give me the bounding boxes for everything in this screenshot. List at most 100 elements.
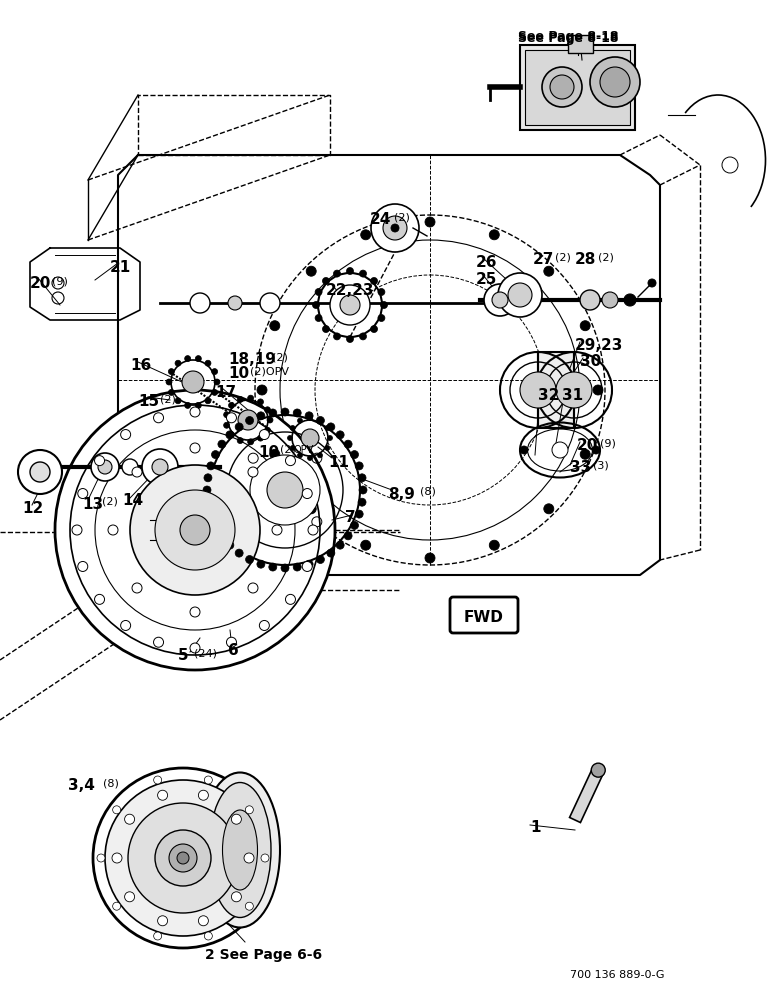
Text: (24): (24) xyxy=(194,648,217,658)
Text: FWD: FWD xyxy=(464,609,504,624)
Circle shape xyxy=(229,432,234,438)
Text: (2): (2) xyxy=(598,252,614,262)
Ellipse shape xyxy=(200,772,280,928)
Circle shape xyxy=(246,555,253,563)
Text: 29,23: 29,23 xyxy=(575,338,624,353)
Circle shape xyxy=(498,273,542,317)
Text: 7: 7 xyxy=(345,510,356,525)
Circle shape xyxy=(205,398,211,404)
Circle shape xyxy=(257,435,263,441)
Circle shape xyxy=(155,830,211,886)
Circle shape xyxy=(130,465,260,595)
Circle shape xyxy=(211,451,220,459)
Circle shape xyxy=(175,398,181,404)
Text: 21: 21 xyxy=(110,260,131,275)
Circle shape xyxy=(544,504,554,514)
Circle shape xyxy=(358,498,366,506)
Circle shape xyxy=(154,776,161,784)
Circle shape xyxy=(203,486,211,494)
Text: (8): (8) xyxy=(420,487,436,497)
Circle shape xyxy=(226,431,233,439)
Text: 32: 32 xyxy=(538,388,559,403)
Text: 10: 10 xyxy=(228,366,249,381)
Circle shape xyxy=(257,412,265,420)
Circle shape xyxy=(264,427,270,433)
Circle shape xyxy=(231,814,241,824)
Circle shape xyxy=(157,790,167,800)
Text: 28: 28 xyxy=(575,252,597,267)
Circle shape xyxy=(378,315,385,322)
Circle shape xyxy=(93,768,273,948)
Circle shape xyxy=(218,440,226,448)
Circle shape xyxy=(333,333,340,340)
Circle shape xyxy=(336,541,344,549)
Circle shape xyxy=(378,288,385,295)
Circle shape xyxy=(350,521,359,529)
Circle shape xyxy=(323,277,329,284)
Circle shape xyxy=(325,426,329,430)
Circle shape xyxy=(205,360,211,366)
Circle shape xyxy=(269,409,276,417)
Circle shape xyxy=(624,294,636,306)
Circle shape xyxy=(168,389,174,395)
Circle shape xyxy=(370,277,378,284)
Circle shape xyxy=(297,453,303,458)
Circle shape xyxy=(580,321,591,331)
Circle shape xyxy=(359,333,366,340)
Circle shape xyxy=(580,449,591,459)
Circle shape xyxy=(190,407,200,417)
Text: 14: 14 xyxy=(122,493,143,508)
Circle shape xyxy=(590,57,640,107)
Circle shape xyxy=(248,583,258,593)
Bar xyxy=(520,45,635,130)
Text: 31: 31 xyxy=(562,388,583,403)
Text: 25: 25 xyxy=(476,272,498,287)
Text: 8,9: 8,9 xyxy=(388,487,415,502)
Text: 26: 26 xyxy=(476,255,498,270)
Circle shape xyxy=(316,417,324,425)
Circle shape xyxy=(190,293,210,313)
Circle shape xyxy=(267,472,303,508)
Circle shape xyxy=(231,892,241,902)
Circle shape xyxy=(132,467,142,477)
Circle shape xyxy=(307,416,313,420)
FancyBboxPatch shape xyxy=(450,597,518,633)
Circle shape xyxy=(264,407,270,413)
Circle shape xyxy=(124,892,134,902)
Circle shape xyxy=(154,932,161,940)
Circle shape xyxy=(226,541,233,549)
Circle shape xyxy=(245,902,253,910)
Circle shape xyxy=(113,902,121,910)
Circle shape xyxy=(370,326,378,333)
Circle shape xyxy=(301,429,319,447)
Circle shape xyxy=(55,390,335,670)
Circle shape xyxy=(155,490,235,570)
Text: 20: 20 xyxy=(577,438,598,453)
Circle shape xyxy=(344,440,352,448)
Circle shape xyxy=(346,267,353,274)
Circle shape xyxy=(235,549,243,557)
Circle shape xyxy=(204,474,212,482)
Circle shape xyxy=(218,532,226,540)
Circle shape xyxy=(204,932,212,940)
Text: 12: 12 xyxy=(22,501,43,516)
Circle shape xyxy=(542,67,582,107)
Text: (2): (2) xyxy=(102,497,118,507)
Circle shape xyxy=(246,417,253,425)
Circle shape xyxy=(198,790,208,800)
Circle shape xyxy=(484,284,516,316)
Text: (2): (2) xyxy=(272,352,288,362)
Circle shape xyxy=(361,540,371,550)
Circle shape xyxy=(306,504,316,514)
Circle shape xyxy=(380,302,388,308)
Circle shape xyxy=(184,402,190,408)
Circle shape xyxy=(124,814,134,824)
Circle shape xyxy=(207,462,215,470)
Circle shape xyxy=(212,389,217,395)
Circle shape xyxy=(30,462,50,482)
Circle shape xyxy=(105,780,261,936)
Circle shape xyxy=(371,204,419,252)
Circle shape xyxy=(248,467,258,477)
Text: 5: 5 xyxy=(178,648,189,663)
Circle shape xyxy=(307,456,313,460)
